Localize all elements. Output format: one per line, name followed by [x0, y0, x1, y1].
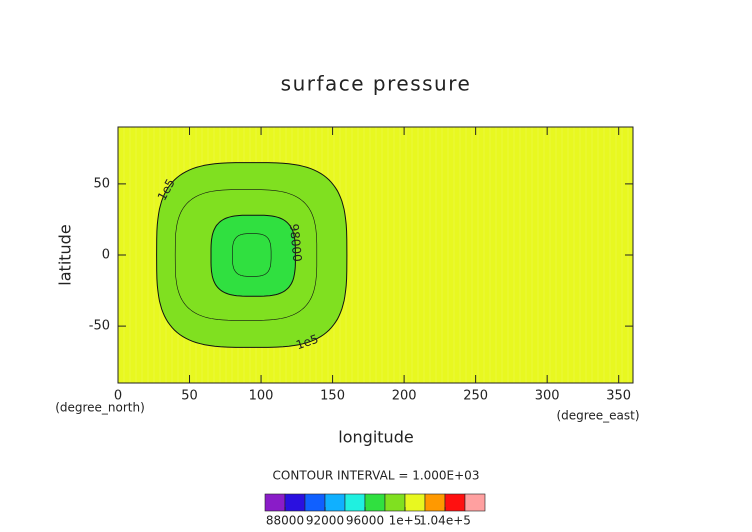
colorbar-swatch: [424, 493, 446, 512]
colorbar-tick-label: 1.04e+5: [419, 514, 471, 528]
contour-interval: CONTOUR INTERVAL = 1.000E+03: [273, 469, 480, 483]
colorbar-swatch: [344, 493, 366, 512]
colorbar-swatch: [384, 493, 406, 512]
colorbar-swatch: [364, 493, 386, 512]
y-tick-label: 0: [102, 248, 110, 263]
x-tick-label: 300: [535, 389, 560, 404]
y-axis-label: latitude: [56, 224, 75, 285]
x-tick-label: 100: [249, 389, 274, 404]
colorbar-tick-label: 96000: [346, 514, 384, 528]
colorbar-swatch: [324, 493, 346, 512]
contour-fill: [211, 215, 296, 297]
contour-line: [210, 214, 296, 297]
colorbar-swatch: [464, 493, 486, 512]
x-tick-label: 0: [114, 389, 122, 404]
colorbar-swatch: [404, 493, 426, 512]
contour-label: 98000: [287, 223, 304, 262]
colorbar-tick-label: 92000: [306, 514, 344, 528]
chart-title: surface pressure: [281, 72, 472, 96]
colorbar-swatch: [284, 493, 306, 512]
x-tick-label: 350: [606, 389, 631, 404]
colorbar-swatch: [264, 493, 286, 512]
x-axis-label: longitude: [338, 428, 413, 447]
colorbar-tick-label: 1e+5: [389, 514, 422, 528]
y-tick-label: -50: [89, 319, 110, 334]
contour-label: 1e5: [294, 332, 320, 353]
colorbar-swatch: [304, 493, 326, 512]
contour-line: [156, 162, 348, 348]
x-tick-label: 50: [181, 389, 198, 404]
y-tick-label: 50: [93, 176, 110, 191]
x-tick-label: 250: [463, 389, 488, 404]
contour-line: [174, 189, 318, 321]
x-tick-label: 200: [392, 389, 417, 404]
y-unit: (degree_north): [55, 401, 145, 415]
contour-line: [232, 233, 272, 277]
x-unit: (degree_east): [556, 409, 639, 423]
x-tick-label: 150: [320, 389, 345, 404]
colorbar-tick-label: 88000: [266, 514, 304, 528]
colorbar-swatch: [444, 493, 466, 512]
